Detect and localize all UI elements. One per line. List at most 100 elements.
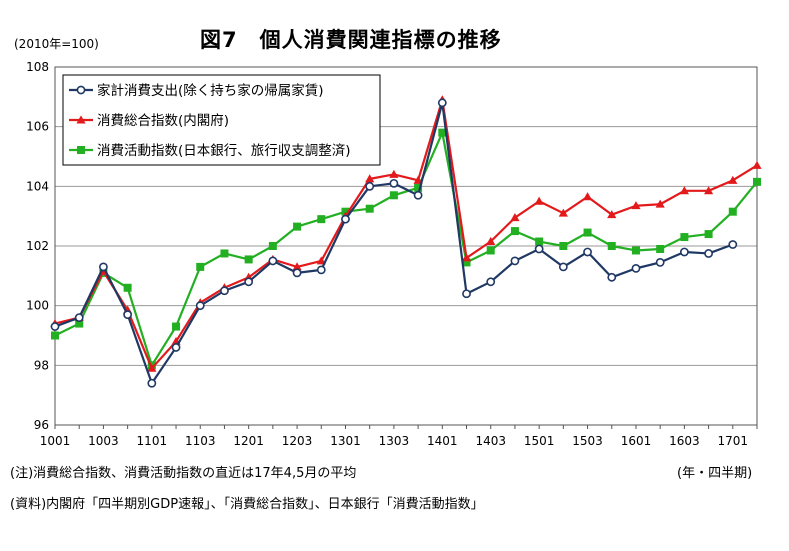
data-point [559, 242, 568, 250]
data-point [656, 244, 665, 253]
data-point [365, 181, 375, 191]
data-point [486, 277, 496, 287]
data-point [655, 258, 665, 267]
data-point [438, 128, 447, 137]
data-point [607, 210, 617, 219]
y-tick-label: 100 [26, 299, 49, 313]
data-point [753, 177, 761, 186]
data-point [75, 319, 84, 328]
footnote: (注)消費総合指数、消費活動指数の直近は17年4,5月の平均 [10, 466, 357, 481]
data-point [123, 310, 133, 320]
data-point [534, 196, 544, 205]
x-tick-label: 1403 [475, 434, 506, 448]
data-point [196, 262, 205, 271]
data-point [244, 255, 253, 264]
data-point [631, 201, 641, 210]
data-point [172, 322, 181, 331]
x-tick-label: 1501 [524, 434, 555, 448]
data-point [655, 199, 665, 208]
legend-marker [76, 85, 86, 95]
data-point [365, 174, 375, 183]
legend-label: 消費活動指数(日本銀行、旅行収支調整済) [97, 143, 351, 159]
data-point [414, 183, 423, 192]
x-tick-label: 1001 [40, 434, 71, 448]
data-point [317, 215, 326, 224]
data-point [582, 192, 593, 201]
data-point [583, 247, 592, 257]
x-tick-label: 1701 [718, 434, 749, 448]
series-line [54, 131, 758, 367]
data-point [50, 322, 60, 331]
data-point [195, 301, 205, 311]
data-point [535, 237, 544, 246]
data-point [510, 213, 520, 222]
data-point [558, 262, 568, 272]
data-point [583, 228, 592, 237]
data-point [631, 263, 641, 273]
x-tick-label: 1003 [88, 434, 119, 448]
data-point [293, 222, 302, 231]
x-tick-label: 1503 [572, 434, 603, 448]
data-point [703, 186, 714, 195]
data-point [268, 242, 277, 250]
data-point [728, 240, 738, 249]
x-axis-unit: (年・四半期) [677, 466, 753, 481]
data-point [389, 169, 399, 178]
data-point [316, 256, 326, 265]
data-point [486, 236, 496, 245]
data-point [607, 272, 617, 282]
data-point [607, 242, 616, 250]
data-point [704, 249, 713, 258]
data-point [268, 256, 278, 266]
plot-frame [54, 66, 758, 426]
y-tick-label: 108 [26, 60, 49, 74]
data-point [534, 244, 544, 254]
data-point [510, 227, 519, 236]
y-tick-label: 106 [26, 120, 49, 134]
data-point [679, 247, 689, 257]
data-point [461, 253, 472, 262]
data-point [292, 262, 302, 271]
line-chart: 96 98 100 102 104 106 108 1001 1003 1101 1103 1201 1… [26, 60, 762, 448]
data-point [680, 233, 689, 242]
data-point [704, 230, 713, 239]
data-point [389, 191, 398, 200]
data-point [752, 160, 762, 169]
x-tick-label: 1301 [330, 434, 361, 448]
data-point [99, 262, 108, 272]
data-point [631, 246, 640, 255]
data-point [679, 186, 689, 195]
data-point [413, 190, 423, 200]
data-point [365, 204, 374, 213]
data-point [486, 246, 495, 255]
data-point [292, 268, 302, 278]
data-point [728, 175, 738, 184]
legend-box [62, 74, 381, 166]
data-point [728, 207, 737, 216]
legend-label: 家計消費支出(除く持ち家の帰属家賃) [97, 82, 324, 99]
data-point [220, 286, 229, 296]
legend-marker [76, 115, 86, 124]
x-tick-label: 1303 [379, 434, 410, 448]
data-point [558, 208, 568, 217]
data-point [51, 331, 59, 340]
x-tick-label: 1203 [282, 434, 313, 448]
x-tick-label: 1603 [669, 434, 700, 448]
data-point [171, 343, 181, 352]
data-point [413, 175, 423, 184]
x-tick-label: 1401 [427, 434, 458, 448]
y-axis-unit: (2010年=100) [14, 37, 99, 51]
x-tick-label: 1103 [185, 434, 216, 448]
x-tick-label: 1101 [137, 434, 168, 448]
data-point [123, 283, 132, 292]
data-point [341, 214, 350, 224]
data-point [510, 256, 520, 266]
legend-marker [77, 146, 85, 154]
data-point [462, 289, 471, 299]
y-tick-label: 98 [34, 358, 49, 372]
y-tick-label: 102 [26, 239, 49, 253]
legend-label: 消費総合指数(内閣府) [97, 113, 229, 129]
data-point [147, 363, 157, 372]
y-tick-label: 96 [34, 418, 49, 432]
data-point [437, 98, 447, 108]
